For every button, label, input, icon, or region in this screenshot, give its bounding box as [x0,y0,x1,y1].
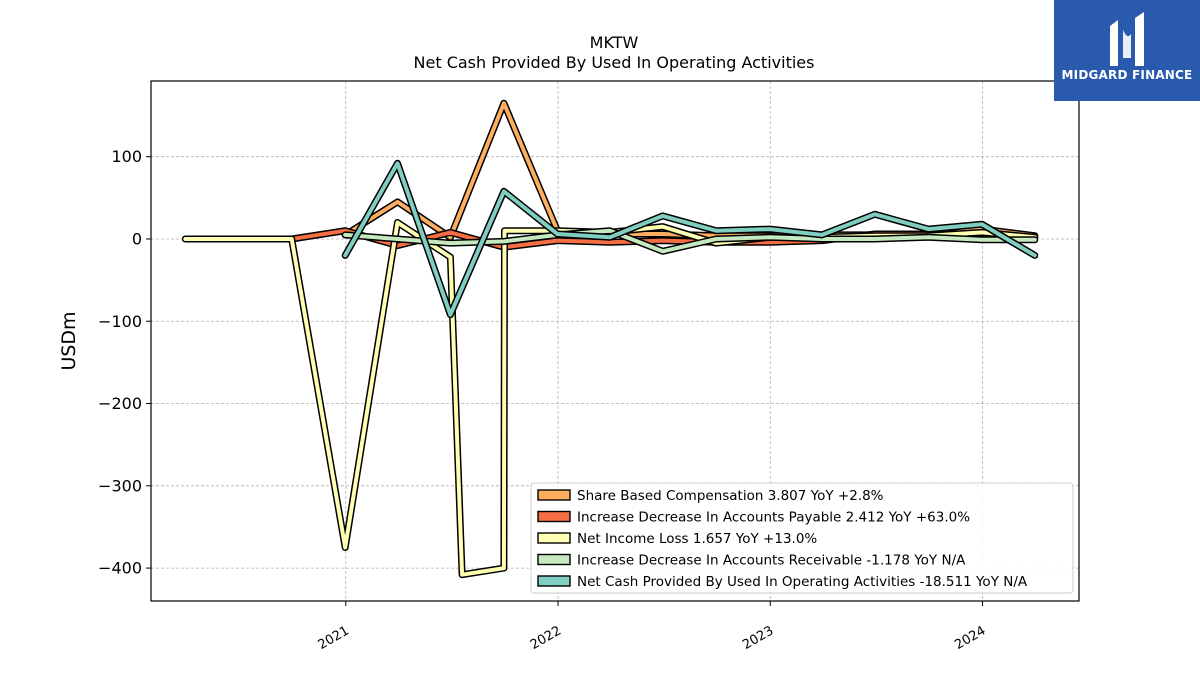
x-tick-label: 2024 [952,623,988,653]
legend-label-4: Net Cash Provided By Used In Operating A… [577,574,1028,590]
y-tick-label: 100 [111,147,142,166]
legend: Share Based Compensation 3.807 YoY +2.8%… [530,482,1074,594]
x-axis: 2021 2022 2023 2024 [316,601,988,653]
y-axis-label: USDm [58,311,80,370]
y-tick-label: 0 [132,229,142,248]
series-outline-0 [341,99,1039,241]
series-line-3 [343,228,1037,254]
chart-subtitle: Net Cash Provided By Used In Operating A… [414,53,815,72]
legend-box [530,482,1074,594]
x-tick-label: 2021 [316,623,352,653]
brand-name: MIDGARD FINANCE [1061,68,1193,82]
legend-label-3: Increase Decrease In Accounts Receivable… [577,553,966,569]
plot-frame [150,80,1080,602]
y-axis: 100 0 −100 −200 −300 −400 [98,147,151,578]
series-line-0 [343,101,1037,240]
series-line-4 [343,161,1037,317]
legend-label-1: Increase Decrease In Accounts Payable 2.… [577,510,970,526]
x-tick-label: 2022 [528,623,564,653]
legend-swatch-2 [537,532,571,544]
series-layer [181,99,1039,579]
legend-swatch-1 [537,510,571,523]
y-tick-label: −200 [98,394,142,413]
brand-logo: MIDGARD FINANCE [1054,0,1200,101]
legend-swatch-4 [537,575,571,587]
y-tick-label: −100 [98,312,142,331]
legend-swatch-3 [537,553,571,566]
x-tick-label: 2023 [740,623,776,653]
y-tick-label: −400 [98,559,142,578]
midgard-logo-icon [1110,12,1144,66]
chart-title: MKTW [590,33,639,52]
legend-label-0: Share Based Compensation 3.807 YoY +2.8% [577,488,884,504]
grid [151,81,1079,601]
legend-swatch-0 [537,489,571,501]
legend-label-2: Net Income Loss 1.657 YoY +13.0% [577,531,817,547]
y-tick-label: −300 [98,476,142,495]
